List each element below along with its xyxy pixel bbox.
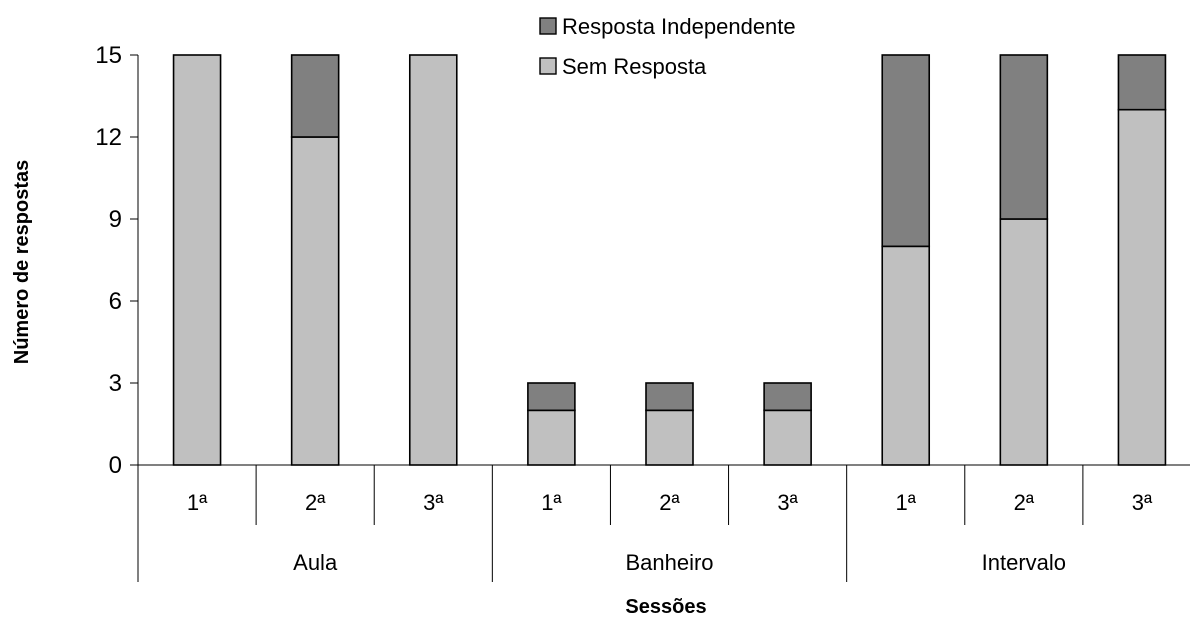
y-tick-label: 0 bbox=[109, 452, 122, 479]
group-label: Intervalo bbox=[982, 550, 1066, 575]
bar-segment-resposta-independente bbox=[763, 382, 812, 412]
x-tick-label: 1ª bbox=[896, 490, 917, 515]
bar-segment-sem-resposta bbox=[881, 245, 931, 466]
bar-segment-sem-resposta bbox=[408, 54, 458, 466]
bar-segment-sem-resposta bbox=[763, 409, 812, 466]
y-tick-label: 12 bbox=[95, 124, 122, 151]
bar-segment-sem-resposta bbox=[172, 54, 222, 466]
x-tick-label: 1ª bbox=[187, 490, 208, 515]
bars bbox=[172, 54, 1167, 466]
bar-segment-resposta-independente bbox=[881, 54, 931, 248]
y-axis: 0 3 6 9 12 15 bbox=[95, 42, 139, 479]
bar-segment-resposta-independente bbox=[527, 382, 576, 412]
bar-segment-sem-resposta bbox=[290, 136, 340, 466]
x-tick-label: 3ª bbox=[423, 490, 444, 515]
bar-segment-resposta-independente bbox=[290, 54, 340, 138]
y-tick-label: 3 bbox=[109, 370, 122, 397]
group-label: Aula bbox=[293, 550, 338, 575]
y-tick-label: 6 bbox=[109, 288, 122, 315]
x-tick-label: 2ª bbox=[305, 490, 326, 515]
x-tick-label: 3ª bbox=[777, 490, 798, 515]
bar-segment-sem-resposta bbox=[645, 409, 694, 466]
x-tick-label: 1ª bbox=[541, 490, 562, 515]
bar-segment-resposta-independente bbox=[645, 382, 694, 412]
bar-segment-resposta-independente bbox=[999, 54, 1049, 220]
x-tick-label: 3ª bbox=[1132, 490, 1153, 515]
bar-segment-sem-resposta bbox=[1117, 108, 1167, 466]
x-tick-label: 2ª bbox=[1014, 490, 1035, 515]
legend-swatch bbox=[539, 57, 557, 75]
x-axis-title: Sessões bbox=[625, 596, 706, 618]
y-axis-title: Número de respostas bbox=[11, 160, 33, 365]
x-tick-label: 2ª bbox=[659, 490, 680, 515]
bar-segment-resposta-independente bbox=[1117, 54, 1167, 111]
legend-swatch bbox=[539, 17, 557, 35]
x-axis: 1ª 2ª 3ª 1ª 2ª 3ª 1ª 2ª 3ª Aula Banheiro Intervalo bbox=[137, 464, 1190, 582]
bar-segment-sem-resposta bbox=[999, 218, 1049, 466]
y-tick-label: 15 bbox=[95, 42, 122, 69]
legend-label: Resposta Independente bbox=[562, 14, 796, 39]
legend: Resposta Independente Sem Resposta bbox=[539, 14, 796, 79]
legend-label: Sem Resposta bbox=[562, 54, 707, 79]
bar-segment-sem-resposta bbox=[527, 409, 576, 466]
y-tick-label: 9 bbox=[109, 206, 122, 233]
group-label: Banheiro bbox=[625, 550, 713, 575]
